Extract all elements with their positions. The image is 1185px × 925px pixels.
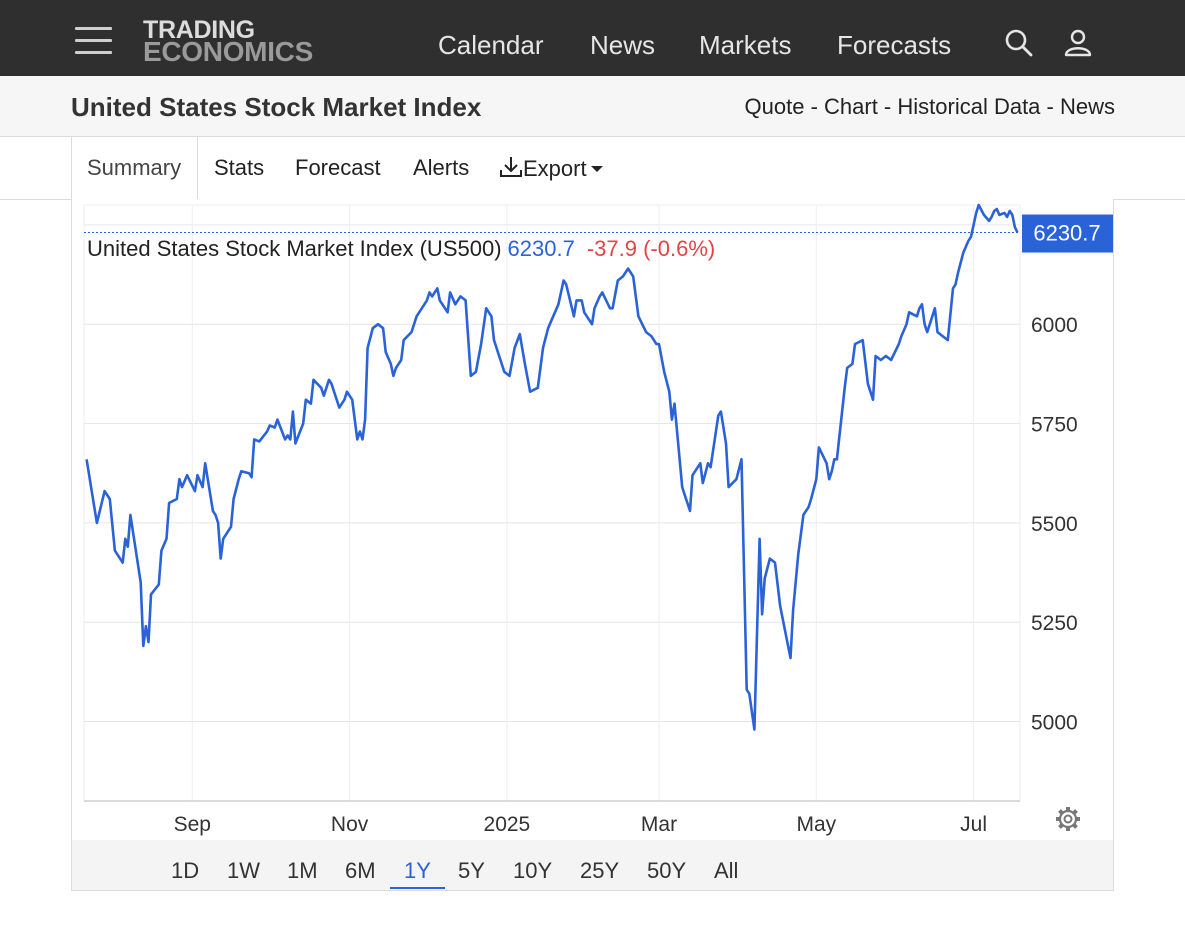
tab-summary-frame (71, 136, 198, 200)
range-6m[interactable]: 6M (345, 858, 376, 883)
range-all[interactable]: All (714, 858, 739, 883)
plot-area (83, 204, 1021, 802)
link-chart[interactable]: Chart (824, 94, 878, 119)
search-icon[interactable] (1004, 28, 1034, 58)
page-title: United States Stock Market Index (71, 92, 482, 122)
tab-export[interactable]: Export (499, 155, 604, 182)
tab-summary[interactable]: Summary (87, 155, 182, 180)
top-navbar: TRADING ECONOMICS Calendar News Markets … (0, 0, 1185, 76)
x-tick-label: 2025 (484, 813, 531, 836)
tab-alerts[interactable]: Alerts (413, 155, 470, 180)
y-tick-label: 5500 (1031, 513, 1078, 536)
link-historical-data[interactable]: Historical Data (897, 94, 1041, 119)
last-price-tag-bg (1022, 214, 1113, 253)
sub-header: United States Stock Market Index Quote -… (0, 76, 1185, 137)
last-price-tag: 6230.7 (1033, 221, 1100, 246)
chart-title-price: 6230.7 (508, 236, 575, 261)
nav-calendar[interactable]: Calendar (438, 30, 544, 60)
active-range-underline (390, 887, 445, 889)
link-separator: - (877, 94, 898, 119)
nav-forecasts[interactable]: Forecasts (837, 30, 952, 60)
y-tick-label: 5000 (1031, 712, 1078, 735)
chart-title: United States Stock Market Index (US500)… (87, 236, 715, 261)
logo[interactable]: TRADING ECONOMICS (143, 16, 313, 67)
x-tick-label: Mar (641, 813, 677, 836)
range-1m[interactable]: 1M (287, 858, 318, 883)
chart-title-change: -37.9 (-0.6%) (587, 236, 715, 261)
x-tick-label: Jul (960, 813, 987, 836)
link-quote[interactable]: Quote (744, 94, 805, 119)
range-selector (72, 840, 1113, 890)
x-tick-label: Sep (174, 813, 211, 836)
x-tick-label: May (796, 813, 836, 836)
tab-forecast[interactable]: Forecast (295, 155, 381, 180)
y-tick-label: 5750 (1031, 414, 1078, 437)
chart-grid (83, 204, 1021, 802)
series-line (85, 203, 1019, 731)
tab-stats[interactable]: Stats (214, 155, 265, 180)
link-separator: - (804, 94, 825, 119)
link-separator: - (1040, 94, 1060, 119)
x-tick-label: Nov (331, 813, 369, 836)
logo-line-1: TRADING (143, 16, 255, 44)
download-icon (500, 157, 522, 177)
y-axis: 500052505500575060006250 (1031, 215, 1078, 735)
link-news[interactable]: News (1059, 94, 1115, 119)
nav-markets[interactable]: Markets (699, 30, 792, 60)
caret-down-icon (590, 166, 603, 172)
range-1w[interactable]: 1W (227, 858, 260, 883)
user-icon[interactable] (1063, 28, 1093, 58)
range-25y[interactable]: 25Y (580, 858, 620, 883)
x-axis: Sep Nov 2025 Mar May Jul (84, 800, 1020, 836)
range-5y[interactable]: 5Y (458, 858, 485, 883)
quick-links: Quote - Chart - Historical Data - News (745, 94, 1115, 120)
range-50y[interactable]: 50Y (647, 858, 687, 883)
y-tick-label: 5250 (1031, 612, 1078, 635)
range-10y[interactable]: 10Y (513, 858, 553, 883)
y-tick-label: 6000 (1031, 314, 1078, 337)
nav-news[interactable]: News (590, 30, 656, 60)
menu-icon[interactable] (75, 27, 112, 55)
range-1y[interactable]: 1Y (404, 858, 431, 883)
settings-gear-icon[interactable] (1056, 807, 1080, 831)
range-1d[interactable]: 1D (171, 858, 200, 883)
export-label: Export (523, 156, 587, 181)
logo-line-2: ECONOMICS (143, 36, 313, 67)
chart-title-name: United States Stock Market Index (US500) (87, 236, 502, 261)
